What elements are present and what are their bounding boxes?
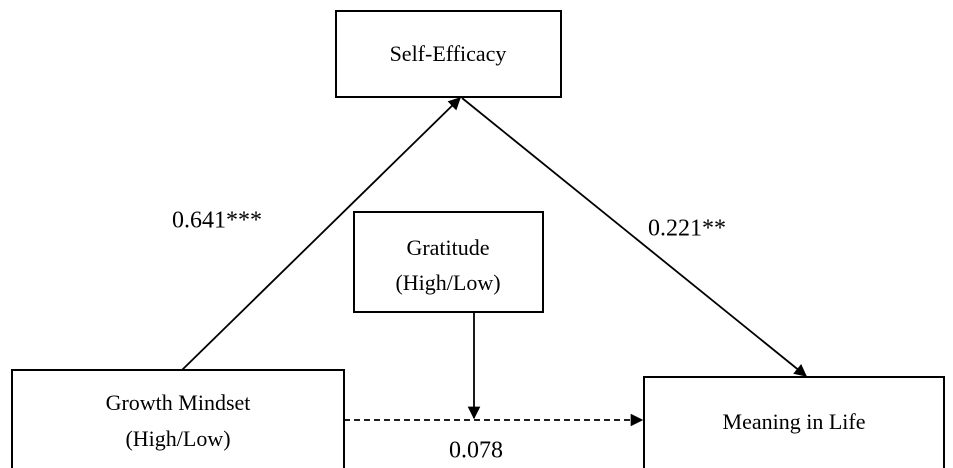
node-label: Meaning in Life <box>723 409 866 434</box>
growth-mindset-box <box>11 369 345 468</box>
edge-label: 0.641*** <box>172 208 262 234</box>
node-label: Growth Mindset <box>106 390 251 415</box>
node-sublabel: (High/Low) <box>395 270 500 295</box>
node-label: Self-Efficacy <box>390 41 507 66</box>
node-label: Gratitude <box>406 235 489 260</box>
meaning-box <box>643 376 945 468</box>
arrow <box>181 97 461 371</box>
arrow <box>461 97 807 377</box>
edge-label: 0.221** <box>648 216 726 242</box>
node-sublabel: (High/Low) <box>125 426 230 451</box>
self-efficacy-box <box>335 10 562 98</box>
gratitude-box <box>353 211 544 313</box>
edge-label: 0.078 <box>449 438 503 464</box>
